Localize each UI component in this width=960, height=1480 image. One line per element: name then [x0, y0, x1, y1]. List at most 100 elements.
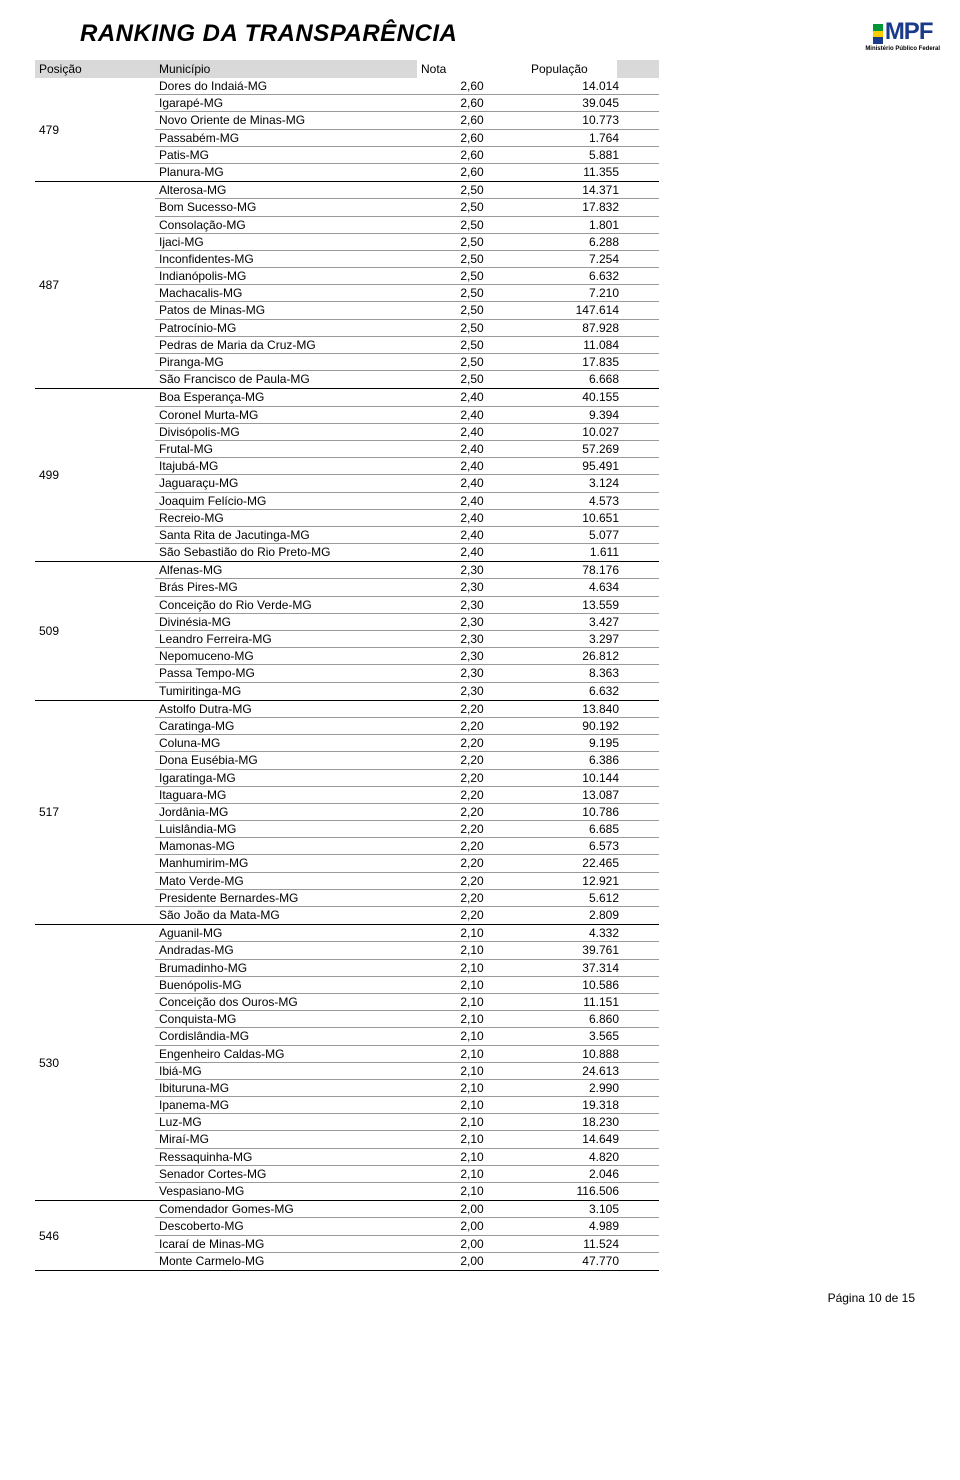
municipio-cell: São Francisco de Paula-MG	[155, 371, 417, 388]
municipio-cell: Luislândia-MG	[155, 821, 417, 837]
populacao-cell: 6.288	[527, 234, 659, 250]
municipio-cell: Coronel Murta-MG	[155, 407, 417, 423]
populacao-cell: 14.649	[527, 1131, 659, 1147]
municipio-cell: Patos de Minas-MG	[155, 302, 417, 318]
table-row: Jaguaraçu-MG2,403.124	[155, 475, 659, 492]
populacao-cell: 12.921	[527, 873, 659, 889]
municipio-cell: Icaraí de Minas-MG	[155, 1236, 417, 1252]
municipio-cell: Ijaci-MG	[155, 234, 417, 250]
table-row: Conceição do Rio Verde-MG2,3013.559	[155, 597, 659, 614]
populacao-cell: 10.786	[527, 804, 659, 820]
table-row: Monte Carmelo-MG2,0047.770	[155, 1253, 659, 1270]
municipio-cell: Aguanil-MG	[155, 925, 417, 941]
nota-cell: 2,50	[417, 251, 527, 267]
nota-cell: 2,40	[417, 493, 527, 509]
municipio-cell: São João da Mata-MG	[155, 907, 417, 924]
populacao-cell: 1.764	[527, 130, 659, 146]
table-row: Coronel Murta-MG2,409.394	[155, 407, 659, 424]
municipio-cell: Mato Verde-MG	[155, 873, 417, 889]
populacao-cell: 18.230	[527, 1114, 659, 1130]
populacao-cell: 6.860	[527, 1011, 659, 1027]
nota-cell: 2,50	[417, 268, 527, 284]
nota-cell: 2,00	[417, 1201, 527, 1217]
table-row: Itaguara-MG2,2013.087	[155, 787, 659, 804]
table-row: Bom Sucesso-MG2,5017.832	[155, 199, 659, 216]
populacao-cell: 6.632	[527, 683, 659, 700]
nota-cell: 2,50	[417, 199, 527, 215]
municipio-cell: Itaguara-MG	[155, 787, 417, 803]
populacao-cell: 3.427	[527, 614, 659, 630]
populacao-cell: 147.614	[527, 302, 659, 318]
municipio-cell: Consolação-MG	[155, 217, 417, 233]
rank-group: 509Alfenas-MG2,3078.176Brás Pires-MG2,30…	[35, 562, 659, 701]
rows-cell: Astolfo Dutra-MG2,2013.840Caratinga-MG2,…	[155, 701, 659, 924]
rank-group: 499Boa Esperança-MG2,4040.155Coronel Mur…	[35, 389, 659, 562]
table-row: Novo Oriente de Minas-MG2,6010.773	[155, 112, 659, 129]
nota-cell: 2,60	[417, 147, 527, 163]
municipio-cell: Patrocínio-MG	[155, 320, 417, 336]
municipio-cell: Indianópolis-MG	[155, 268, 417, 284]
populacao-cell: 19.318	[527, 1097, 659, 1113]
nota-cell: 2,20	[417, 873, 527, 889]
rank-group: 530Aguanil-MG2,104.332Andradas-MG2,1039.…	[35, 925, 659, 1201]
populacao-cell: 1.801	[527, 217, 659, 233]
populacao-cell: 95.491	[527, 458, 659, 474]
table-row: Cordislândia-MG2,103.565	[155, 1028, 659, 1045]
flag-icon	[873, 24, 883, 44]
municipio-cell: Luz-MG	[155, 1114, 417, 1130]
populacao-cell: 7.210	[527, 285, 659, 301]
populacao-cell: 3.105	[527, 1201, 659, 1217]
municipio-cell: Engenheiro Caldas-MG	[155, 1046, 417, 1062]
populacao-cell: 13.559	[527, 597, 659, 613]
nota-cell: 2,20	[417, 735, 527, 751]
populacao-cell: 8.363	[527, 665, 659, 681]
page-header: RANKING DA TRANSPARÊNCIA MPF Ministério …	[35, 20, 925, 52]
populacao-cell: 78.176	[527, 562, 659, 578]
nota-cell: 2,50	[417, 320, 527, 336]
nota-cell: 2,20	[417, 855, 527, 871]
rank-group: 546Comendador Gomes-MG2,003.105Descobert…	[35, 1201, 659, 1271]
table-row: Ipanema-MG2,1019.318	[155, 1097, 659, 1114]
populacao-cell: 11.524	[527, 1236, 659, 1252]
populacao-cell: 4.820	[527, 1149, 659, 1165]
populacao-cell: 5.612	[527, 890, 659, 906]
page-title: RANKING DA TRANSPARÊNCIA	[80, 20, 457, 48]
populacao-cell: 24.613	[527, 1063, 659, 1079]
populacao-cell: 39.045	[527, 95, 659, 111]
municipio-cell: Ressaquinha-MG	[155, 1149, 417, 1165]
table-row: Pedras de Maria da Cruz-MG2,5011.084	[155, 337, 659, 354]
municipio-cell: Senador Cortes-MG	[155, 1166, 417, 1182]
populacao-cell: 1.611	[527, 544, 659, 561]
table-row: Brumadinho-MG2,1037.314	[155, 960, 659, 977]
nota-cell: 2,40	[417, 527, 527, 543]
municipio-cell: Dona Eusébia-MG	[155, 752, 417, 768]
nota-cell: 2,20	[417, 838, 527, 854]
col-header-populacao: População	[527, 60, 617, 78]
rows-cell: Aguanil-MG2,104.332Andradas-MG2,1039.761…	[155, 925, 659, 1200]
nota-cell: 2,50	[417, 371, 527, 388]
nota-cell: 2,40	[417, 407, 527, 423]
posicao-cell: 479	[35, 78, 155, 181]
municipio-cell: Ipanema-MG	[155, 1097, 417, 1113]
municipio-cell: Recreio-MG	[155, 510, 417, 526]
populacao-cell: 40.155	[527, 389, 659, 405]
municipio-cell: Piranga-MG	[155, 354, 417, 370]
municipio-cell: Divinésia-MG	[155, 614, 417, 630]
logo-sub: Ministério Público Federal	[865, 46, 940, 52]
nota-cell: 2,30	[417, 579, 527, 595]
populacao-cell: 57.269	[527, 441, 659, 457]
populacao-cell: 10.651	[527, 510, 659, 526]
municipio-cell: Pedras de Maria da Cruz-MG	[155, 337, 417, 353]
nota-cell: 2,40	[417, 389, 527, 405]
posicao-cell: 499	[35, 389, 155, 561]
col-header-nota: Nota	[417, 60, 527, 78]
populacao-cell: 6.668	[527, 371, 659, 388]
table-row: Icaraí de Minas-MG2,0011.524	[155, 1236, 659, 1253]
populacao-cell: 10.888	[527, 1046, 659, 1062]
posicao-cell: 487	[35, 182, 155, 388]
nota-cell: 2,50	[417, 285, 527, 301]
table-row: Andradas-MG2,1039.761	[155, 942, 659, 959]
nota-cell: 2,30	[417, 648, 527, 664]
table-row: Tumiritinga-MG2,306.632	[155, 683, 659, 700]
municipio-cell: Nepomuceno-MG	[155, 648, 417, 664]
